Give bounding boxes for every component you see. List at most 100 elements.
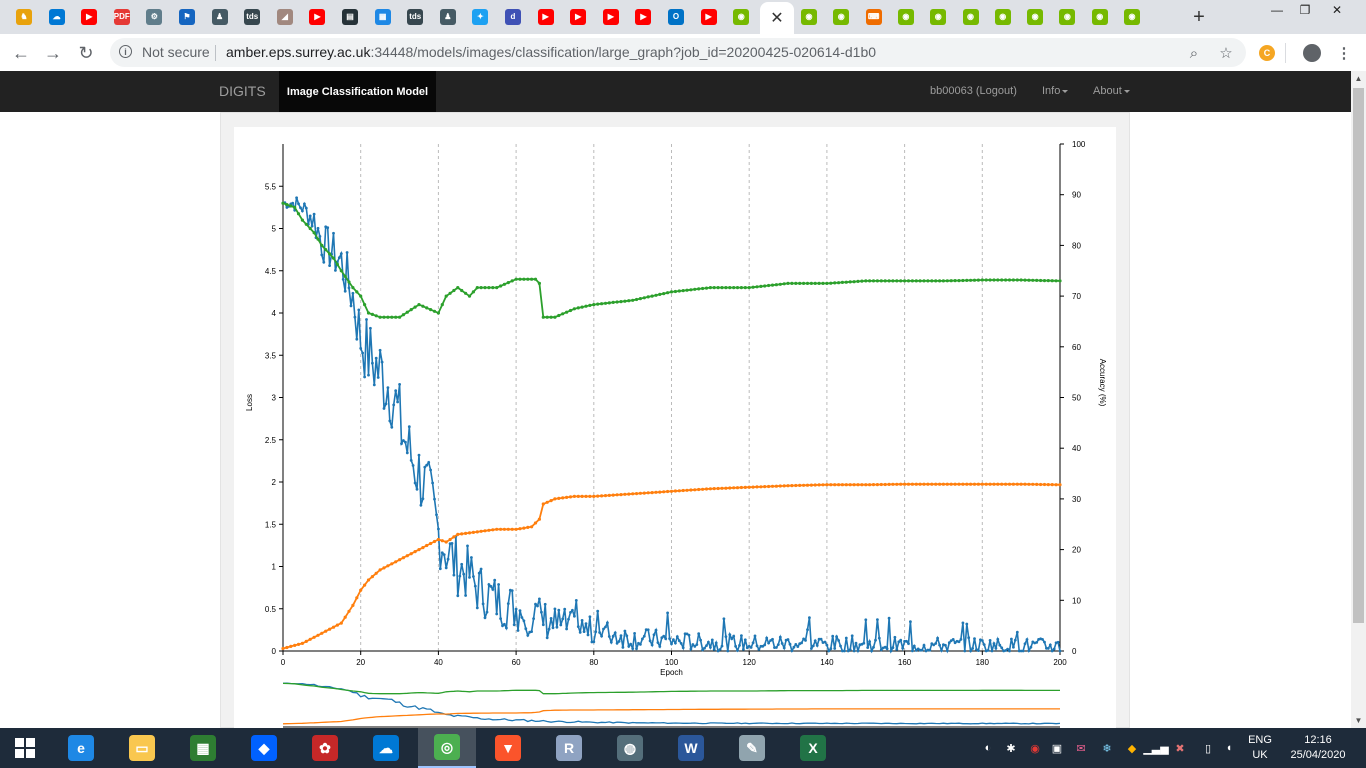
language-indicator[interactable]: ENG UK [1245, 733, 1275, 763]
forward-button[interactable]: → [44, 42, 62, 63]
browser-tab[interactable]: d [499, 4, 527, 30]
browser-tab[interactable]: ▦ [369, 4, 397, 30]
taskbar-app[interactable]: ◍ [601, 728, 659, 768]
mail-icon[interactable]: ✉ [1076, 742, 1086, 755]
start-button[interactable] [0, 728, 50, 768]
browser-tab[interactable]: ◉ [924, 4, 952, 30]
tab-active[interactable]: ✕ [760, 2, 794, 34]
taskbar-app[interactable]: X [784, 728, 842, 768]
taskbar-app[interactable]: ▦ [174, 728, 232, 768]
browser-tab[interactable]: ◉ [1053, 4, 1081, 30]
browser-tab[interactable]: ▶ [695, 4, 723, 30]
new-tab-button[interactable]: + [1193, 5, 1205, 28]
info-icon[interactable]: i [119, 45, 132, 58]
scroll-up-icon[interactable]: ▲ [1354, 74, 1363, 83]
nav-active-page[interactable]: Image Classification Model [279, 71, 436, 112]
bluetooth-icon[interactable]: ✱ [1006, 742, 1016, 755]
network-icon[interactable]: ◐ [984, 742, 992, 754]
browser-tab[interactable]: ◉ [892, 4, 920, 30]
zoom-icon[interactable]: ⌕ [1189, 44, 1199, 62]
taskbar-app[interactable]: ▭ [113, 728, 171, 768]
browser-tab[interactable]: ▶ [75, 4, 103, 30]
taskbar-app[interactable]: ✎ [723, 728, 781, 768]
browser-tab[interactable]: ◉ [795, 4, 823, 30]
data-point [541, 502, 545, 506]
restore-button[interactable]: ❐ [1299, 3, 1311, 17]
browser-tab[interactable]: tds [238, 4, 266, 30]
person-icon: ♟ [439, 9, 456, 25]
antivirus-icon[interactable]: ◉ [1030, 742, 1040, 755]
person-icon: ♟ [211, 9, 228, 25]
close-icon[interactable]: ✕ [770, 10, 784, 27]
back-button[interactable]: ← [12, 42, 30, 63]
data-point [586, 633, 590, 637]
browser-tab[interactable]: ◢ [271, 4, 299, 30]
browser-tab[interactable]: O [662, 4, 690, 30]
browser-tab[interactable]: ♟ [206, 4, 234, 30]
browser-tab[interactable]: ◉ [1021, 4, 1049, 30]
training-chart[interactable]: 0 20 40 60 80 100 120 140 160 180 20000.511.522.53… [234, 127, 1116, 728]
minimize-button[interactable]: — [1271, 3, 1283, 17]
data-point [607, 301, 611, 305]
browser-tab[interactable]: ✦ [466, 4, 494, 30]
browser-tab[interactable]: PDF [108, 4, 136, 30]
about-menu[interactable]: About [1093, 85, 1130, 97]
taskbar-app[interactable]: ▼ [479, 728, 537, 768]
browser-tab[interactable]: ▶ [564, 4, 592, 30]
taskbar-app[interactable]: R [540, 728, 598, 768]
browser-tab[interactable]: ⚑ [173, 4, 201, 30]
data-point [524, 627, 528, 631]
extension-icon[interactable]: C [1257, 43, 1277, 63]
browser-tab[interactable]: ◉ [827, 4, 855, 30]
browser-tab[interactable]: ♟ [434, 4, 462, 30]
browser-tab[interactable]: ⌨ [860, 4, 888, 30]
deer-icon: ♞ [16, 9, 32, 25]
camera-icon[interactable]: ▣ [1051, 742, 1063, 755]
battery-icon[interactable]: ▯ [1204, 742, 1212, 755]
security-label[interactable]: Not secure [142, 44, 210, 60]
browser-tab[interactable]: ◉ [727, 4, 755, 30]
taskbar-app[interactable]: e [52, 728, 110, 768]
data-point [1000, 278, 1004, 282]
browser-tab[interactable]: tds [401, 4, 429, 30]
scroll-down-icon[interactable]: ▼ [1354, 716, 1363, 725]
info-menu[interactable]: Info [1042, 85, 1069, 97]
browser-tab[interactable]: ♞ [10, 4, 38, 30]
page-scrollbar[interactable]: ▲ ▼ [1351, 71, 1366, 728]
data-point [980, 278, 984, 282]
logout-link[interactable]: bb00063 (Logout) [930, 85, 1017, 97]
address-bar[interactable]: i Not secure amber.eps.surrey.ac.uk:3444… [110, 38, 1246, 67]
browser-tab[interactable]: ▶ [597, 4, 625, 30]
profile-icon[interactable] [1302, 43, 1322, 63]
browser-tab[interactable]: ▤ [336, 4, 364, 30]
cube-icon[interactable]: ◆ [1127, 742, 1137, 755]
browser-tab[interactable]: ▶ [532, 4, 560, 30]
browser-tab[interactable]: ▶ [303, 4, 331, 30]
brand-link[interactable]: DIGITS [219, 83, 266, 99]
taskbar-app[interactable]: ◆ [235, 728, 293, 768]
taskbar-app[interactable]: ☁ [357, 728, 415, 768]
browser-tab[interactable]: ◉ [1086, 4, 1114, 30]
snowflake-icon[interactable]: ❄ [1102, 742, 1112, 755]
wifi-icon[interactable]: ▁▃▅ [1143, 742, 1169, 755]
url-text[interactable]: amber.eps.surrey.ac.uk:34448/models/imag… [226, 44, 876, 60]
browser-tab[interactable]: ◉ [957, 4, 985, 30]
volume-icon[interactable]: ◖ [1225, 742, 1233, 754]
browser-tab[interactable]: ◉ [1118, 4, 1146, 30]
data-point [763, 485, 767, 489]
taskbar-app[interactable]: ◎ [418, 728, 476, 768]
warning-icon[interactable]: ✖ [1175, 742, 1185, 755]
taskbar-app[interactable]: ✿ [296, 728, 354, 768]
clock[interactable]: 12:16 25/04/2020 [1284, 733, 1352, 763]
scroll-thumb[interactable] [1353, 88, 1364, 623]
taskbar-app[interactable]: W [662, 728, 720, 768]
browser-tab[interactable]: ▶ [629, 4, 657, 30]
data-point [1054, 279, 1058, 283]
browser-tab[interactable]: ☁ [43, 4, 71, 30]
menu-icon[interactable]: ⋮ [1336, 45, 1352, 62]
browser-tab[interactable]: ◉ [989, 4, 1017, 30]
browser-tab[interactable]: ⚙ [140, 4, 168, 30]
reload-button[interactable]: ↻ [78, 42, 94, 63]
star-icon[interactable]: ☆ [1219, 45, 1233, 62]
close-window-button[interactable]: ✕ [1331, 3, 1343, 17]
